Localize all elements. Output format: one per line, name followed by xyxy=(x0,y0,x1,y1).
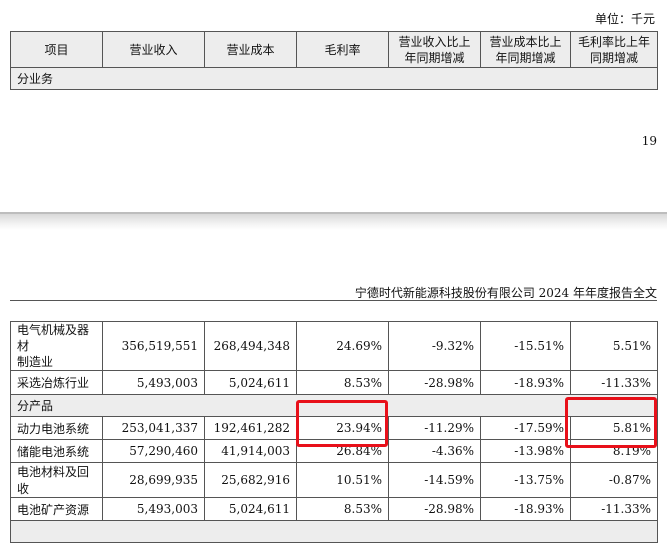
header-cost-change: 营业成本比上 年同期增减 xyxy=(480,31,571,68)
row-cost-change: -17.59% xyxy=(480,416,571,440)
row-name: 储能电池系统 xyxy=(10,439,103,463)
row-margin-change: 5.51% xyxy=(570,321,658,371)
row-cost: 41,914,003 xyxy=(204,439,297,463)
row-cost-change: -13.98% xyxy=(480,439,571,463)
row-revenue: 5,493,003 xyxy=(102,370,205,395)
page-number: 19 xyxy=(641,134,657,148)
row-name: 动力电池系统 xyxy=(10,416,103,440)
row-cost-change: -18.93% xyxy=(480,370,571,395)
header-rule xyxy=(10,300,657,301)
row-revenue: 57,290,460 xyxy=(102,439,205,463)
section-row-business: 分业务 xyxy=(10,67,658,90)
row-margin-change: -0.87% xyxy=(570,462,658,498)
highlight-box-margin xyxy=(296,400,388,447)
row-name: 采选冶炼行业 xyxy=(10,370,103,395)
row-revenue-change: -4.36% xyxy=(388,439,481,463)
row-revenue: 253,041,337 xyxy=(102,416,205,440)
section-label: 分业务 xyxy=(10,67,658,90)
segment-table-top: 项目 营业收入 营业成本 毛利率 营业收入比上 年同期增减 营业成本比上 年同期增减… xyxy=(10,31,658,90)
header-row: 项目 营业收入 营业成本 毛利率 营业收入比上 年同期增减 营业成本比上 年同期增减… xyxy=(10,31,658,68)
header-revenue: 营业收入 xyxy=(102,31,205,68)
header-margin-change: 毛利率比上年 同期增减 xyxy=(570,31,658,68)
header-cost: 营业成本 xyxy=(204,31,297,68)
row-cost: 25,682,916 xyxy=(204,462,297,498)
section-label-cut xyxy=(10,520,658,543)
row-cost-change: -13.75% xyxy=(480,462,571,498)
table-row: 动力电池系统 253,041,337 192,461,282 23.94% -1… xyxy=(10,416,658,440)
header-item: 项目 xyxy=(10,31,103,68)
section-row-partial xyxy=(10,520,658,543)
header-revenue-change: 营业收入比上 年同期增减 xyxy=(388,31,481,68)
row-cost: 192,461,282 xyxy=(204,416,297,440)
row-name: 电气机械及器材 制造业 xyxy=(10,321,103,371)
row-revenue-change: -28.98% xyxy=(388,370,481,395)
highlight-box-margin-change xyxy=(565,397,657,448)
row-cost: 268,494,348 xyxy=(204,321,297,371)
header-margin: 毛利率 xyxy=(296,31,389,68)
row-margin: 10.51% xyxy=(296,462,389,498)
row-revenue-change: -11.29% xyxy=(388,416,481,440)
row-revenue: 28,699,935 xyxy=(102,462,205,498)
row-margin: 24.69% xyxy=(296,321,389,371)
page-break xyxy=(0,212,667,230)
table-row: 采选冶炼行业 5,493,003 5,024,611 8.53% -28.98%… xyxy=(10,370,658,395)
table-row: 电气机械及器材 制造业 356,519,551 268,494,348 24.69… xyxy=(10,321,658,371)
row-revenue-change: -9.32% xyxy=(388,321,481,371)
row-margin-change: 5.81% xyxy=(570,416,658,440)
document-title: 宁德时代新能源科技股份有限公司 2024 年年度报告全文 xyxy=(354,286,657,300)
unit-label: 单位：千元 xyxy=(594,12,655,26)
row-cost: 5,024,611 xyxy=(204,370,297,395)
row-revenue: 356,519,551 xyxy=(102,321,205,371)
row-margin-change: -11.33% xyxy=(570,370,658,395)
row-revenue-change: -14.59% xyxy=(388,462,481,498)
row-name: 电池材料及回收 xyxy=(10,462,103,498)
table-row: 电池材料及回收 28,699,935 25,682,916 10.51% -14… xyxy=(10,462,658,498)
row-cost-change: -15.51% xyxy=(480,321,571,371)
row-margin: 8.53% xyxy=(296,370,389,395)
